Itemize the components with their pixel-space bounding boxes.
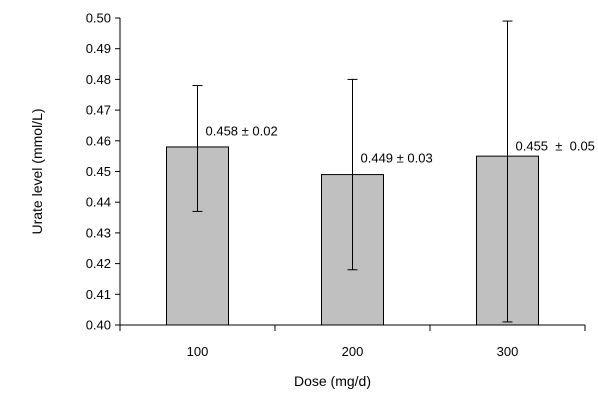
y-tick-label: 0.49 (86, 41, 111, 56)
y-tick-label: 0.44 (86, 195, 111, 210)
y-axis-ticks: 0.40 0.41 0.42 0.43 0.44 0.45 0.46 0.47 0.48 0.49… (86, 11, 120, 333)
y-axis-label: Urate level (mmol/L) (29, 108, 45, 234)
y-tick-label: 0.48 (86, 72, 111, 87)
y-tick-label: 0.42 (86, 256, 111, 271)
data-label-dose-100: 0.458 ± 0.02 (206, 124, 278, 139)
x-tick-label: 200 (342, 344, 364, 359)
data-label-dose-300: 0.455 ± 0.05 (516, 139, 595, 154)
x-axis-label: Dose (mg/d) (294, 373, 371, 389)
x-axis-ticks: 100 200 300 (119, 325, 586, 359)
data-label-dose-200: 0.449 ± 0.03 (361, 151, 433, 166)
y-tick-label: 0.45 (86, 164, 111, 179)
y-tick-label: 0.46 (86, 133, 111, 148)
y-tick-label: 0.40 (86, 318, 111, 333)
error-bars (192, 20, 513, 323)
x-tick-label: 100 (187, 344, 209, 359)
y-tick-label: 0.43 (86, 225, 111, 240)
y-tick-label: 0.47 (86, 103, 111, 118)
x-tick-label: 300 (497, 344, 519, 359)
y-tick-label: 0.41 (86, 287, 111, 302)
data-labels: 0.458 ± 0.02 0.449 ± 0.03 0.455 ± 0.05 (206, 124, 595, 166)
y-tick-label: 0.50 (86, 11, 111, 26)
